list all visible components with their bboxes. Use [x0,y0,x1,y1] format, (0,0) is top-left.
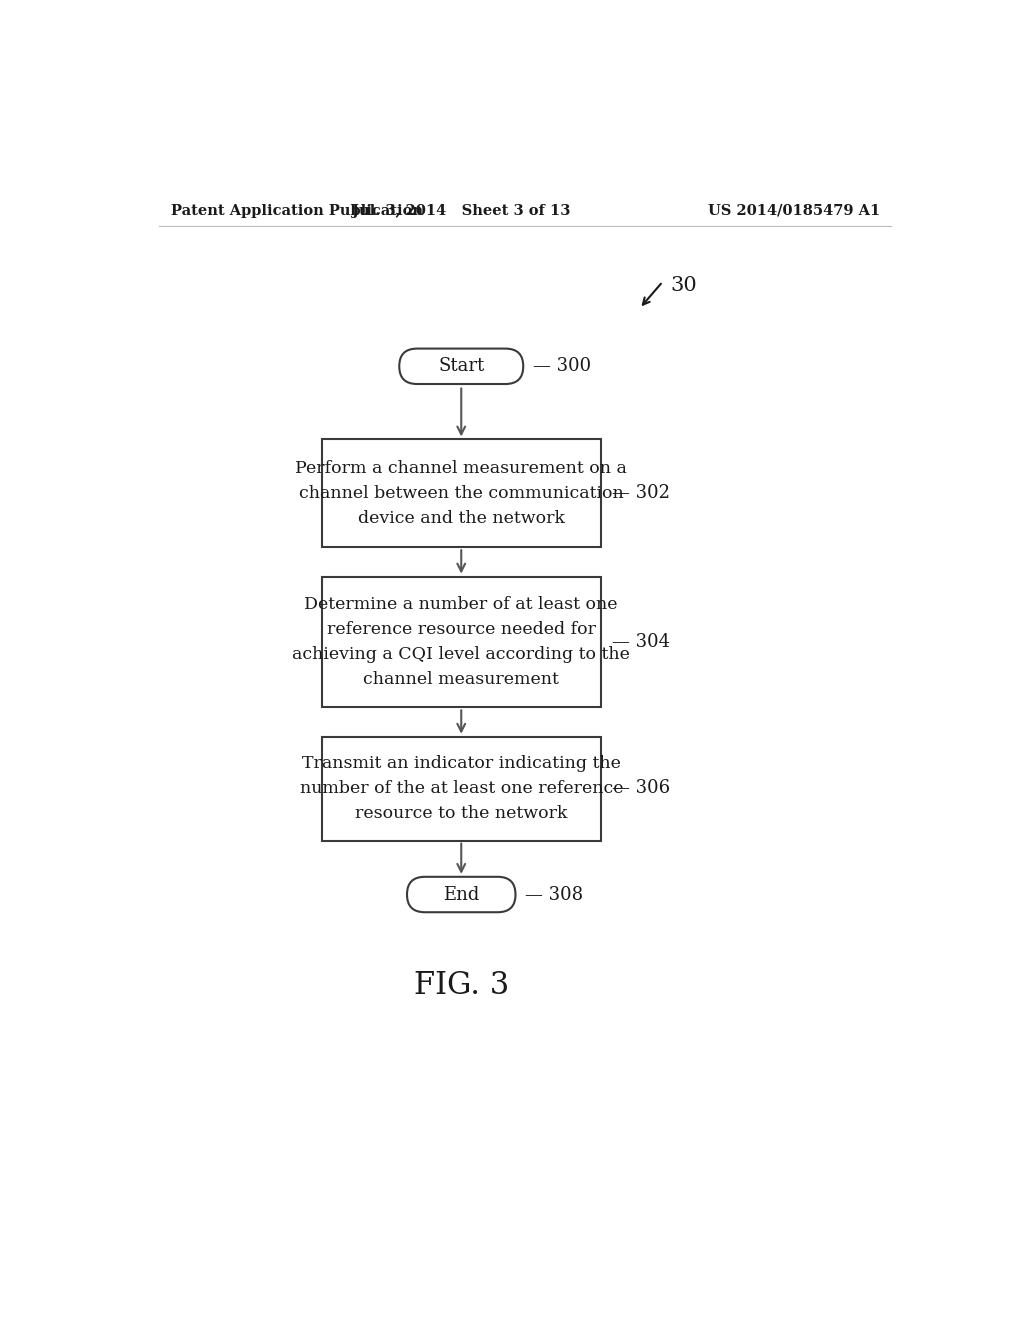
Text: FIG. 3: FIG. 3 [414,970,509,1001]
Text: — 304: — 304 [611,634,670,651]
FancyBboxPatch shape [399,348,523,384]
Text: 30: 30 [671,276,697,294]
Text: End: End [443,886,479,903]
Text: Transmit an indicator indicating the
number of the at least one reference
resour: Transmit an indicator indicating the num… [299,755,623,821]
Bar [322,577,601,708]
Text: — 302: — 302 [611,484,670,503]
Text: Determine a number of at least one
reference resource needed for
achieving a CQI: Determine a number of at least one refer… [292,597,630,688]
Text: Patent Application Publication: Patent Application Publication [171,203,423,218]
Text: Jul. 3, 2014   Sheet 3 of 13: Jul. 3, 2014 Sheet 3 of 13 [352,203,570,218]
Text: US 2014/0185479 A1: US 2014/0185479 A1 [708,203,880,218]
Text: Perform a channel measurement on a
channel between the communication
device and : Perform a channel measurement on a chann… [295,461,627,527]
Text: Start: Start [438,358,484,375]
Bar [322,737,601,841]
Text: — 308: — 308 [524,886,583,903]
FancyBboxPatch shape [407,876,515,912]
Text: — 300: — 300 [532,358,591,375]
Text: — 306: — 306 [611,779,670,797]
Bar [322,440,601,548]
